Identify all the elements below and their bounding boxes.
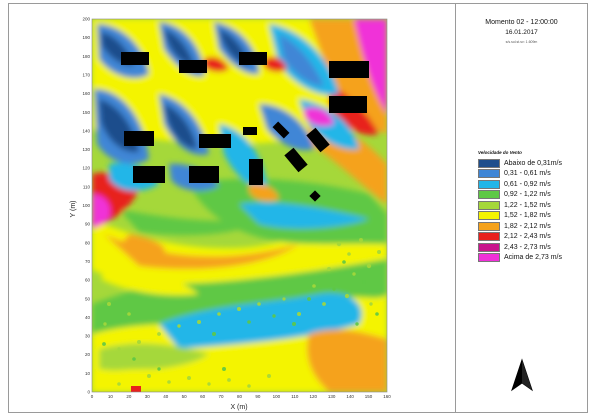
y-axis-ticks: 0 10 20 30 40 50 60 70 80 90 100 110 120 130 140 150 160… [82, 17, 90, 395]
y-tick-label: 110 [83, 184, 91, 189]
moment-date: 16.01.2017 [505, 29, 538, 36]
legend-label: 2,43 - 2,73 m/s [504, 243, 551, 251]
x-tick-label: 150 [365, 394, 373, 399]
y-tick-label: 90 [85, 222, 91, 227]
x-tick-label: 10 [108, 394, 114, 399]
legend-swatch [478, 158, 500, 168]
legend-item: 0,92 - 1,22 m/s [478, 190, 583, 201]
x-axis-label: X (m) [230, 404, 247, 411]
legend: Velocidade do Vento Abaixo de 0,31m/s 0,3… [478, 150, 583, 263]
legend-swatch [478, 242, 500, 252]
y-tick-label: 180 [82, 54, 90, 59]
legend-swatch [478, 190, 500, 200]
legend-swatch [478, 253, 500, 263]
y-axis-label: Y (m) [70, 201, 77, 218]
y-tick-label: 10 [85, 371, 91, 376]
x-tick-label: 120 [309, 394, 317, 399]
y-tick-label: 130 [82, 147, 90, 152]
y-tick-label: 140 [82, 128, 90, 133]
x-axis-ticks: 0 10 20 30 40 50 60 70 80 90 100 110 120 130 140 150 160 [91, 394, 392, 399]
x-tick-label: 110 [291, 394, 299, 399]
legend-item: 1,52 - 1,82 m/s [478, 211, 583, 222]
legend-item: 2,43 - 2,73 m/s [478, 242, 583, 253]
x-tick-label: 160 [383, 394, 391, 399]
x-tick-label: 130 [328, 394, 336, 399]
y-tick-label: 70 [85, 259, 91, 264]
legend-label: 1,52 - 1,82 m/s [504, 212, 551, 220]
x-tick-label: 90 [255, 394, 261, 399]
y-tick-label: 80 [85, 240, 91, 245]
y-tick-label: 170 [82, 72, 90, 77]
legend-label: 2,12 - 2,43 m/s [504, 233, 551, 241]
legend-label: Abaixo de 0,31m/s [504, 159, 562, 167]
y-tick-label: 200 [82, 17, 90, 22]
legend-item: 1,22 - 1,52 m/s [478, 200, 583, 211]
x-tick-label: 140 [346, 394, 354, 399]
y-tick-label: 30 [85, 334, 91, 339]
legend-item: 2,12 - 2,43 m/s [478, 232, 583, 243]
legend-item: 0,31 - 0,61 m/s [478, 169, 583, 180]
y-tick-label: 100 [82, 203, 90, 208]
north-arrow-icon [511, 358, 533, 392]
legend-swatch [478, 221, 500, 231]
legend-label: 1,22 - 1,52 m/s [504, 201, 551, 209]
x-tick-label: 30 [145, 394, 151, 399]
y-tick-label: 50 [85, 296, 91, 301]
legend-label: 0,31 - 0,61 m/s [504, 170, 551, 178]
x-tick-label: 40 [163, 394, 169, 399]
legend-swatch [478, 169, 500, 179]
wind-field [92, 19, 387, 392]
legend-swatch [478, 179, 500, 189]
y-tick-label: 60 [85, 278, 91, 283]
y-tick-label: 0 [87, 390, 90, 395]
x-tick-label: 50 [182, 394, 188, 399]
map-panel: 0 10 20 30 40 50 60 70 80 90 100 110 120 130 140 150 160… [9, 4, 456, 412]
legend-label: 0,92 - 1,22 m/s [504, 191, 551, 199]
buildings [121, 52, 369, 202]
legend-label: Acima de 2,73 m/s [504, 254, 562, 262]
x-tick-label: 60 [200, 394, 206, 399]
x-tick-label: 70 [219, 394, 225, 399]
legend-title: Velocidade do Vento [478, 150, 522, 155]
y-tick-label: 150 [82, 110, 90, 115]
legend-item: 1,82 - 2,12 m/s [478, 221, 583, 232]
legend-item: Acima de 2,73 m/s [478, 253, 583, 264]
legend-swatch [478, 232, 500, 242]
legend-item: Abaixo de 0,31m/s [478, 158, 583, 169]
x-tick-label: 0 [91, 394, 94, 399]
wind-speed-map: 0102030405060708090100110120130140150160… [70, 17, 392, 412]
x-tick-label: 80 [237, 394, 243, 399]
y-tick-label: 160 [82, 91, 90, 96]
y-tick-label: 20 [85, 352, 91, 357]
info-panel: Momento 02 - 12:00:00 16.01.2017 s/s.sol… [456, 4, 587, 412]
moment-title: Momento 02 - 12:00:00 [485, 19, 558, 26]
x-tick-label: 20 [126, 394, 132, 399]
y-tick-label: 40 [85, 315, 91, 320]
legend-label: 1,82 - 2,12 m/s [504, 222, 551, 230]
map-frame: 0 10 20 30 40 50 60 70 80 90 100 110 120 130 140 150 160… [8, 3, 588, 413]
x-tick-label: 100 [273, 394, 281, 399]
y-tick-label: 190 [82, 35, 90, 40]
legend-item: 0,61 - 0,92 m/s [478, 179, 583, 190]
legend-swatch [478, 200, 500, 210]
legend-swatch [478, 211, 500, 221]
moment-info: s/s.sol.st.sv: 1.609m [505, 40, 538, 44]
legend-label: 0,61 - 0,92 m/s [504, 180, 551, 188]
y-tick-label: 120 [82, 166, 90, 171]
